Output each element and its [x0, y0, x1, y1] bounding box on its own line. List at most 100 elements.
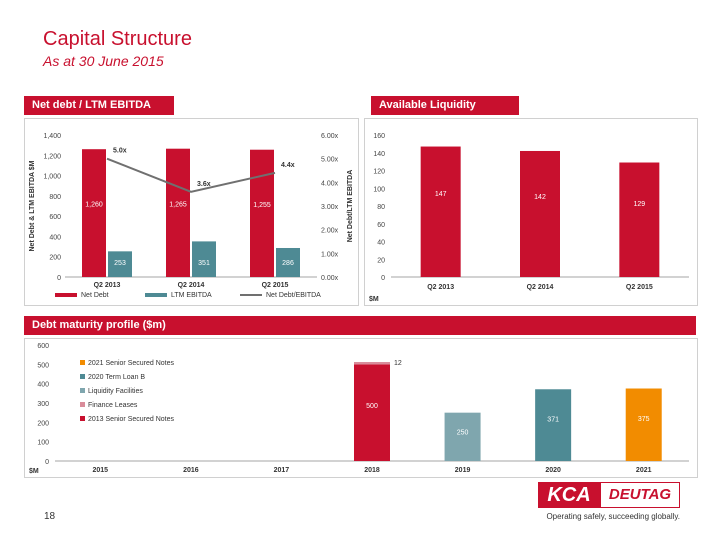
ltm-ebitda-label: 286 — [282, 260, 294, 267]
y-tick-label: 160 — [373, 133, 385, 140]
liquidity-bar — [520, 150, 560, 277]
y2-tick-label: 6.00x — [321, 133, 339, 140]
y-tick-label: 120 — [373, 169, 385, 176]
maturity-bar — [625, 388, 662, 461]
maturity-bar — [354, 362, 390, 365]
legend-swatch — [80, 416, 85, 421]
x-tick-label: Q2 2015 — [626, 284, 653, 291]
x-tick-label: 2018 — [364, 467, 380, 474]
page-number: 18 — [44, 511, 56, 522]
legend-label: Finance Leases — [88, 402, 138, 409]
ltm-ebitda-bar — [276, 247, 300, 277]
liquidity-label: 129 — [633, 201, 645, 208]
y-tick-label: 100 — [37, 440, 49, 447]
maturity-panel: 0 100 200 300 400 500 600 2015 2016 2017 2018 2019 2… — [24, 338, 698, 478]
maturity-label: 12 — [394, 360, 402, 367]
leverage-banner: Net debt / LTM EBITDA — [24, 96, 174, 115]
net-debt-bar — [250, 149, 274, 277]
logo-deutag-text: DEUTAG — [600, 482, 680, 508]
maturity-chart: 0 100 200 300 400 500 600 2015 2016 2017 2018 2019 2… — [29, 343, 689, 475]
legend-swatch — [80, 388, 85, 393]
legend-swatch — [80, 374, 85, 379]
y-tick-label: 0 — [45, 459, 49, 466]
x-tick-label: Q2 2014 — [178, 282, 205, 289]
maturity-label: 371 — [547, 417, 559, 424]
legend-swatch — [145, 293, 167, 297]
x-tick-label: 2015 — [92, 467, 108, 474]
maturity-bar — [535, 389, 572, 461]
y-tick-label: 20 — [377, 257, 385, 264]
y-tick-label: 600 — [49, 214, 61, 221]
legend-label: Net Debt — [81, 292, 109, 299]
ltm-ebitda-bar — [108, 251, 132, 277]
y-tick-label: 1,000 — [43, 174, 61, 181]
ltm-ebitda-label: 351 — [198, 260, 210, 267]
y2-axis-title: Net Debt/LTM EBITDA — [347, 170, 354, 243]
y-tick-label: 1,200 — [43, 153, 61, 160]
y2-tick-label: 5.00x — [321, 157, 339, 164]
y-tick-label: 500 — [37, 362, 49, 369]
y-tick-label: 400 — [37, 382, 49, 389]
legend-label: Net Debt/EBITDA — [266, 292, 321, 299]
x-tick-label: 2021 — [636, 467, 652, 474]
y-tick-label: 100 — [373, 186, 385, 193]
maturity-bar — [444, 412, 481, 461]
ltm-ebitda-label: 253 — [114, 260, 126, 267]
x-tick-label: Q2 2013 — [427, 284, 454, 291]
y-tick-label: 600 — [37, 343, 49, 350]
page-subtitle: As at 30 June 2015 — [43, 53, 164, 69]
liquidity-banner: Available Liquidity — [371, 96, 519, 115]
liquidity-label: 142 — [534, 194, 546, 201]
x-tick-label: 2020 — [545, 467, 561, 474]
net-debt-bar — [82, 149, 106, 277]
y2-tick-label: 3.00x — [321, 204, 339, 211]
net-debt-ebitda-line — [106, 157, 276, 193]
y2-tick-label: 2.00x — [321, 228, 339, 235]
net-debt-label: 1,265 — [169, 201, 187, 208]
ltm-ebitda-bar — [192, 241, 216, 277]
maturity-label: 375 — [638, 416, 650, 423]
leverage-chart: 0 200 400 600 800 1,000 1,200 1,400 0.00x 1.00x 2.… — [29, 133, 354, 299]
y-tick-label: 0 — [381, 275, 385, 282]
legend-label: 2013 Senior Secured Notes — [88, 416, 174, 423]
y-tick-label: 0 — [57, 275, 61, 282]
x-tick-label: Q2 2015 — [262, 282, 289, 289]
liquidity-chart: 0 20 40 60 80 100 120 140 160 147 Q2 2013 142 Q2 201… — [369, 133, 689, 303]
page-title: Capital Structure — [43, 28, 192, 50]
liquidity-bar — [619, 162, 660, 277]
ratio-label: 4.4x — [281, 162, 295, 169]
legend-label: 2020 Term Loan B — [88, 374, 145, 381]
legend-label: LTM EBITDA — [171, 292, 212, 299]
y-tick-label: 140 — [373, 151, 385, 158]
liquidity-label: 147 — [435, 191, 447, 198]
y-tick-label: 1,400 — [43, 133, 61, 140]
liquidity-bar — [420, 146, 461, 277]
maturity-bar — [354, 364, 390, 461]
net-debt-label: 1,255 — [253, 202, 271, 209]
x-tick-label: Q2 2014 — [527, 284, 554, 291]
x-tick-label: 2017 — [274, 467, 290, 474]
y-axis-title: Net Debt & LTM EBITDA $M — [29, 160, 36, 251]
legend-label: Liquidity Facilities — [88, 388, 143, 395]
unit-label: $M — [29, 468, 39, 475]
maturity-label: 250 — [457, 429, 469, 436]
y-tick-label: 200 — [49, 255, 61, 262]
y-tick-label: 40 — [377, 240, 385, 247]
y-tick-label: 800 — [49, 194, 61, 201]
legend-label: 2021 Senior Secured Notes — [88, 360, 174, 367]
x-tick-label: 2019 — [455, 467, 471, 474]
x-tick-label: 2016 — [183, 467, 199, 474]
y-tick-label: 60 — [377, 222, 385, 229]
liquidity-panel: 0 20 40 60 80 100 120 140 160 147 Q2 2013 142 Q2 201… — [364, 118, 698, 306]
legend-swatch — [80, 402, 85, 407]
y-tick-label: 300 — [37, 401, 49, 408]
x-tick-label: Q2 2013 — [94, 282, 121, 289]
ratio-label: 3.6x — [197, 181, 211, 188]
unit-label: $M — [369, 296, 379, 303]
leverage-panel: 0 200 400 600 800 1,000 1,200 1,400 0.00x 1.00x 2.… — [24, 118, 359, 306]
maturity-banner: Debt maturity profile ($m) — [24, 316, 696, 335]
y2-tick-label: 1.00x — [321, 251, 339, 258]
company-logo: KCA DEUTAG Operating safely, succeeding … — [530, 482, 680, 524]
y-tick-label: 400 — [49, 234, 61, 241]
logo-kca-text: KCA — [538, 482, 600, 508]
